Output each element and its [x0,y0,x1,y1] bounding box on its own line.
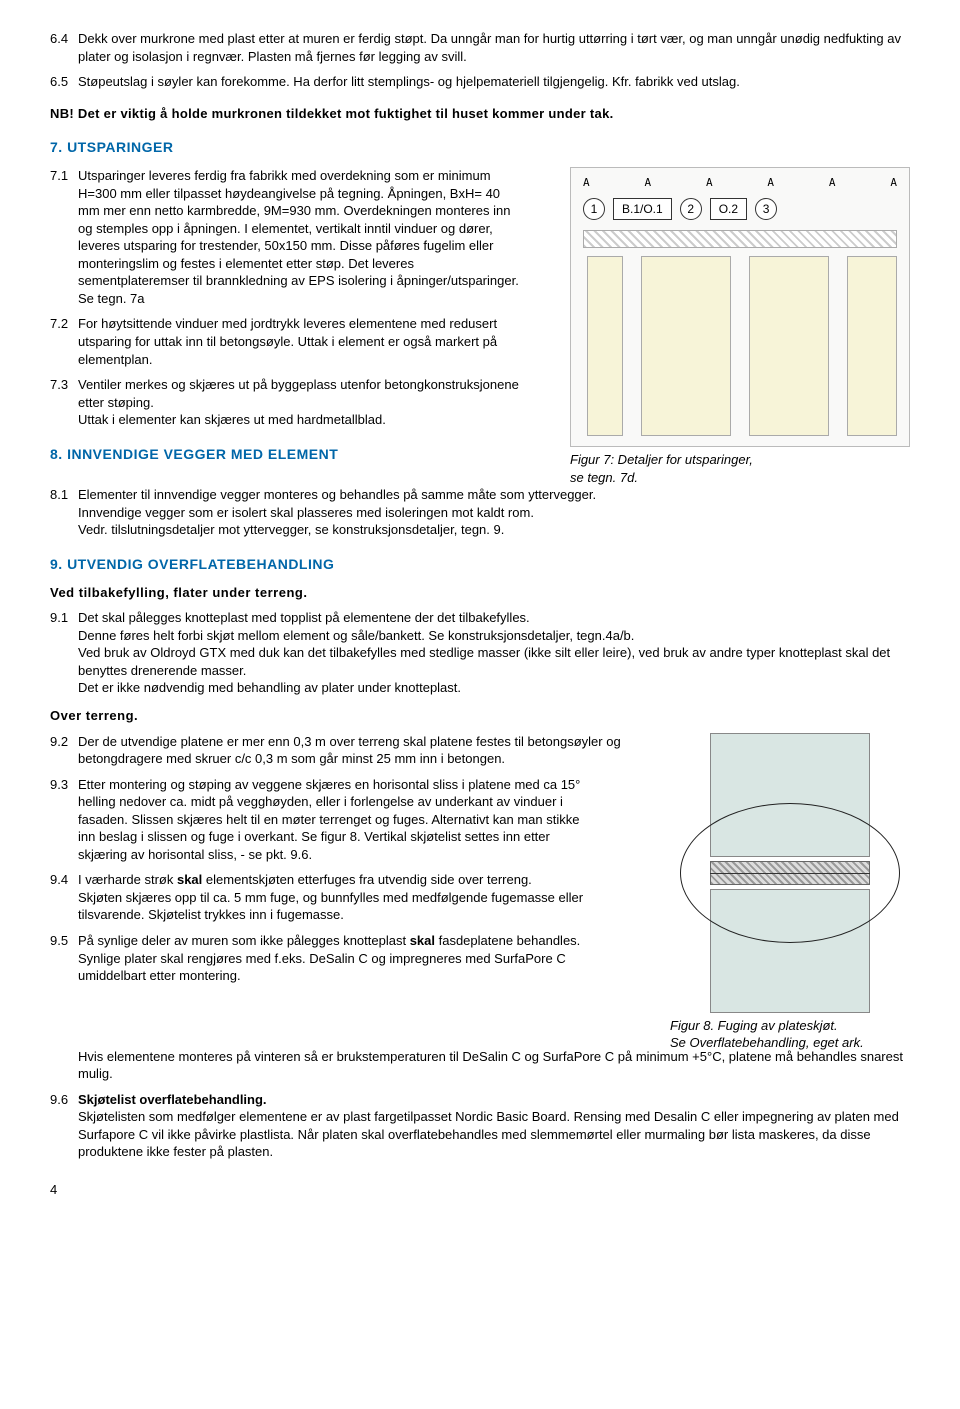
fig-circle-3: 3 [755,198,777,220]
text: fasdeplatene behandles. [435,933,580,948]
item-6-5: 6.5 Støpeutslag i søyler kan forekomme. … [50,73,910,91]
item-9-2: 9.2 Der de utvendige platene er mer enn … [50,733,650,768]
text: Det er ikke nødvendig med behandling av … [78,680,461,695]
item-body: Etter montering og støping av veggene sk… [78,776,598,864]
text: Elementer til innvendige vegger monteres… [78,487,596,502]
text: Skjøtelisten som medfølger elementene er… [78,1109,899,1159]
text: Innvendige vegger som er isolert skal pl… [78,505,534,520]
item-num: 9.2 [50,733,78,768]
fig-label: A [829,176,836,191]
text: Synlige plater skal rengjøres med f.eks.… [78,951,566,984]
item-num: 7.1 [50,167,78,307]
item-body: Det skal pålegges knotteplast med toppli… [78,609,910,697]
item-body: I værharde strøk skal elementskjøten ett… [78,871,598,924]
text-bold: skal [177,872,202,887]
subhead-9-6: Skjøtelist overflatebehandling. [78,1092,267,1107]
text: Figur 8. Fuging av plateskjøt. [670,1018,838,1033]
text: Figur 7: Detaljer for utsparinger, [570,452,753,467]
figure-7: A A A A A A 1 B.1/O.1 2 O.2 3 Figur 7: D… [570,167,910,486]
item-8-1: 8.1 Elementer til innvendige vegger mont… [50,486,910,539]
item-9-1: 9.1 Det skal pålegges knotteplast med to… [50,609,910,697]
text: I værharde strøk [78,872,177,887]
text: Det skal pålegges knotteplast med toppli… [78,610,530,625]
heading-9: 9. UTVENDIG OVERFLATEBEHANDLING [50,555,910,574]
item-body: Utsparinger leveres ferdig fra fabrikk m… [78,167,523,307]
item-num: 6.4 [50,30,78,65]
item-num: 8.1 [50,486,78,539]
item-body: Hvis elementene monteres på vinteren så … [78,1048,910,1083]
fig-label: A [583,176,590,191]
row-7-1: 7.1 Utsparinger leveres ferdig fra fabri… [50,167,910,486]
figure-7-diagram: A A A A A A 1 B.1/O.1 2 O.2 3 [570,167,910,447]
figure-8-diagram [670,733,910,1013]
fig-label: A [706,176,713,191]
item-9-5: 9.5 På synlige deler av muren som ikke p… [50,932,650,985]
text: På synlige deler av muren som ikke påleg… [78,933,410,948]
item-num: 7.3 [50,376,78,429]
item-7-3: 7.3 Ventiler merkes og skjæres ut på byg… [50,376,550,429]
item-7-2: 7.2 For høytsittende vinduer med jordtry… [50,315,550,368]
text: Skjøten skjæres opp til ca. 5 mm fuge, o… [78,890,583,923]
item-num: 9.3 [50,776,78,864]
item-num: 9.5 [50,932,78,985]
item-9-6: 9.6 Skjøtelist overflatebehandling. Skjø… [50,1091,910,1161]
item-num: 7.2 [50,315,78,368]
text: Denne føres helt forbi skjøt mellom elem… [78,628,634,643]
item-body: For høytsittende vinduer med jordtrykk l… [78,315,523,368]
item-body: Der de utvendige platene er mer enn 0,3 … [78,733,638,768]
text: Ved bruk av Oldroyd GTX med duk kan det … [78,645,890,678]
figure-8: Figur 8. Fuging av plateskjøt. Se Overfl… [670,733,910,1052]
item-num [50,1048,78,1083]
row-9-lower: 9.2 Der de utvendige platene er mer enn … [50,733,910,1052]
subhead-9-under: Ved tilbakefylling, flater under terreng… [50,584,910,602]
item-9-5e: Hvis elementene monteres på vinteren så … [50,1048,910,1083]
fig-label: A [644,176,651,191]
item-body: Støpeutslag i søyler kan forekomme. Ha d… [78,73,910,91]
item-body: Skjøtelist overflatebehandling. Skjøteli… [78,1091,910,1161]
item-6-4: 6.4 Dekk over murkrone med plast etter a… [50,30,910,65]
text: Vedr. tilslutningsdetaljer mot yttervegg… [78,522,504,537]
text: elementskjøten etterfuges fra utvendig s… [202,872,532,887]
text-bold: skal [410,933,435,948]
item-body: På synlige deler av muren som ikke påleg… [78,932,598,985]
fig-circle-1: 1 [583,198,605,220]
heading-8: 8. INNVENDIGE VEGGER MED ELEMENT [50,445,550,464]
item-body: Ventiler merkes og skjæres ut på byggepl… [78,376,523,429]
fig-circle-2: 2 [680,198,702,220]
text: se tegn. 7d. [570,470,638,485]
subhead-9-over: Over terreng. [50,707,910,725]
item-num: 9.6 [50,1091,78,1161]
text: Uttak i elementer kan skjæres ut med har… [78,412,386,427]
item-9-3: 9.3 Etter montering og støping av veggen… [50,776,650,864]
nb-note: NB! Det er viktig å holde murkronen tild… [50,105,910,123]
fig-label: A [767,176,774,191]
item-num: 6.5 [50,73,78,91]
fig-label: A [890,176,897,191]
item-body: Dekk over murkrone med plast etter at mu… [78,30,910,65]
fig-box-b1: B.1/O.1 [613,198,672,220]
heading-7: 7. UTSPARINGER [50,138,910,157]
text: Ventiler merkes og skjæres ut på byggepl… [78,377,519,410]
item-7-1: 7.1 Utsparinger leveres ferdig fra fabri… [50,167,550,307]
figure-8-caption: Figur 8. Fuging av plateskjøt. Se Overfl… [670,1017,910,1052]
fig-box-o2: O.2 [710,198,747,220]
item-num: 9.4 [50,871,78,924]
item-num: 9.1 [50,609,78,697]
page-number: 4 [50,1181,910,1199]
figure-7-caption: Figur 7: Detaljer for utsparinger, se te… [570,451,910,486]
item-9-4: 9.4 I værharde strøk skal elementskjøten… [50,871,650,924]
item-body: Elementer til innvendige vegger monteres… [78,486,910,539]
